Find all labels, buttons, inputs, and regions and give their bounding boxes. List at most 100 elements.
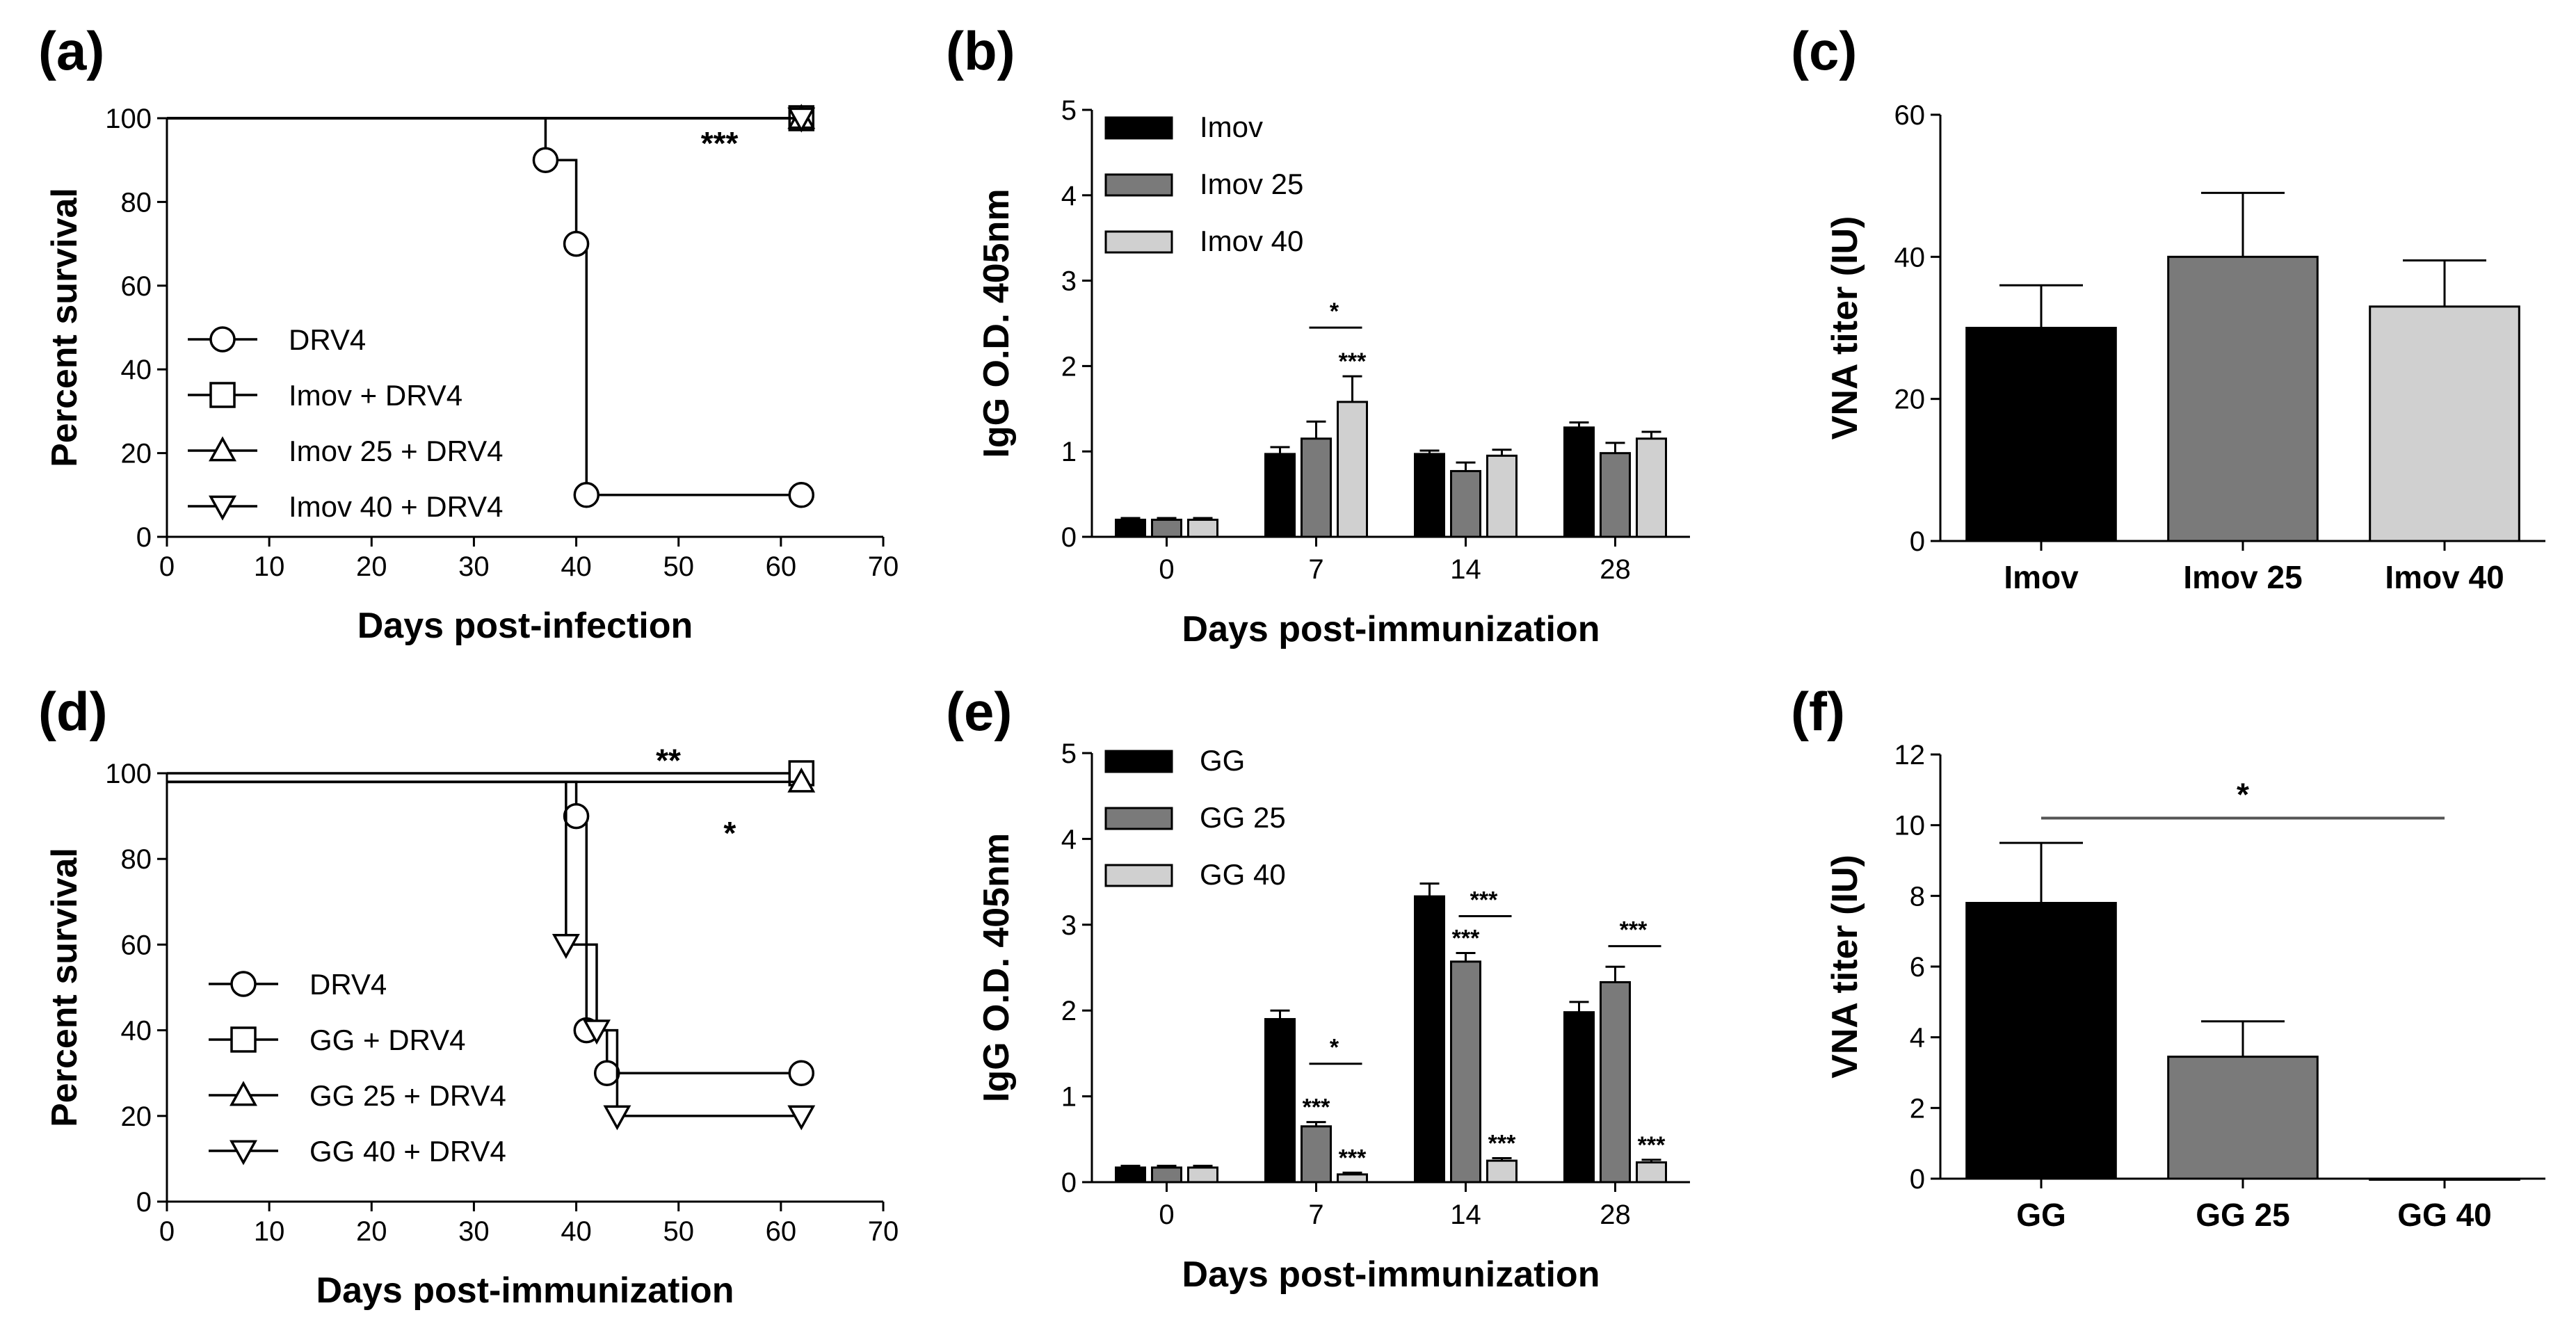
significance-label: *** xyxy=(1339,1145,1367,1171)
bar xyxy=(1563,426,1595,538)
circle-icon xyxy=(788,1060,815,1086)
triangle-up-icon xyxy=(787,767,816,793)
legend-swatch xyxy=(1104,230,1173,254)
bar xyxy=(1301,1125,1332,1184)
y-tick-label: 0 xyxy=(136,522,152,553)
y-tick-label: 40 xyxy=(121,1016,152,1047)
panel-label: (c) xyxy=(1791,20,1857,81)
legend-label: GG 40 xyxy=(1200,858,1286,891)
bar xyxy=(1115,1166,1146,1184)
legend-triangle-up-icon xyxy=(209,436,236,462)
y-tick-label: 20 xyxy=(121,1101,152,1132)
bar xyxy=(1301,437,1332,538)
legend-triangle-down-icon xyxy=(209,495,236,521)
legend-swatch xyxy=(1104,116,1173,140)
x-tick-label: 70 xyxy=(868,1216,899,1247)
panel-d: (d) 0 20 40 60 80 100 Percent survival 0 10 20 30 40… xyxy=(38,681,899,1311)
significance-label: * xyxy=(2237,777,2249,813)
y-tick-label: 40 xyxy=(121,355,152,385)
legend-label: DRV4 xyxy=(289,323,366,356)
y-axis-title: IgG O.D. 405nm xyxy=(976,188,1017,458)
x-tick-label: 0 xyxy=(1159,1200,1174,1230)
x-tick-label: 50 xyxy=(663,551,694,582)
legend-label: GG + DRV4 xyxy=(309,1024,465,1056)
category-label: Imov 40 xyxy=(2385,559,2504,595)
legend-triangle-up-icon xyxy=(230,1081,257,1106)
y-axis-title: Percent survival xyxy=(45,188,85,467)
y-tick-label: 4 xyxy=(1910,1023,1925,1053)
legend-label: Imov xyxy=(1200,111,1263,143)
y-tick-label: 2 xyxy=(1910,1093,1925,1124)
survival-line-drv4 xyxy=(167,780,802,1074)
x-tick-label: 30 xyxy=(458,551,490,582)
panel-label: (f) xyxy=(1791,681,1845,742)
bar xyxy=(2167,255,2319,542)
y-tick-label: 8 xyxy=(1910,881,1925,912)
y-tick-label: 20 xyxy=(1894,385,1926,415)
y-tick-label: 0 xyxy=(1910,526,1925,557)
significance-label: * xyxy=(1330,1035,1339,1061)
y-tick-label: 80 xyxy=(121,844,152,875)
y-tick-label: 12 xyxy=(1894,740,1926,770)
y-axis-title: IgG O.D. 405nm xyxy=(976,833,1017,1102)
circle-icon xyxy=(563,230,590,257)
x-tick-label: 40 xyxy=(561,1216,592,1247)
x-tick-label: 0 xyxy=(159,1216,175,1247)
legend-swatch xyxy=(1104,864,1173,887)
y-tick-label: 4 xyxy=(1061,824,1077,855)
survival-line-drv4 xyxy=(167,117,802,496)
legend-circle-icon xyxy=(209,326,236,353)
significance-label: *** xyxy=(701,125,739,161)
significance-label: *** xyxy=(1620,917,1648,944)
y-tick-label: 60 xyxy=(121,930,152,960)
bar xyxy=(1486,454,1518,538)
circle-icon xyxy=(573,482,600,508)
bar xyxy=(1187,518,1218,538)
legend-label: GG 25 xyxy=(1200,801,1286,834)
legend-swatch xyxy=(1104,173,1173,197)
x-axis-title: Days post-immunization xyxy=(1182,609,1600,649)
y-tick-label: 5 xyxy=(1061,95,1077,126)
category-label: GG xyxy=(2016,1197,2066,1233)
x-tick-label: 7 xyxy=(1308,1200,1323,1230)
x-axis-title: Days post-immunization xyxy=(1182,1254,1600,1295)
bar xyxy=(1414,453,1445,538)
panel-label: (e) xyxy=(946,681,1012,742)
category-label: Imov xyxy=(2004,559,2079,595)
x-tick-label: 28 xyxy=(1600,554,1631,585)
y-tick-label: 1 xyxy=(1061,437,1077,467)
bar xyxy=(1636,1161,1667,1184)
triangle-down-icon xyxy=(787,107,816,133)
bar xyxy=(1636,437,1667,538)
triangle-down-icon xyxy=(787,1105,816,1131)
x-tick-label: 20 xyxy=(356,551,387,582)
x-axis-title: Days post-infection xyxy=(357,606,693,646)
significance-label: * xyxy=(723,815,736,851)
category-label: GG 40 xyxy=(2397,1197,2492,1233)
bar xyxy=(1965,902,2117,1180)
bar xyxy=(1337,1173,1368,1184)
survival-line-gg-40-drv4 xyxy=(167,780,802,1117)
significance-label: ** xyxy=(656,743,681,779)
bar xyxy=(1450,469,1481,538)
bar xyxy=(2369,305,2520,542)
legend-swatch xyxy=(1104,750,1173,773)
y-tick-label: 3 xyxy=(1061,910,1077,941)
y-axis-title: VNA titer (IU) xyxy=(1825,855,1865,1079)
legend-square-icon xyxy=(209,382,236,408)
bar xyxy=(1151,518,1182,538)
legend-circle-icon xyxy=(230,971,257,997)
x-tick-label: 0 xyxy=(159,551,175,582)
y-tick-label: 0 xyxy=(1910,1164,1925,1195)
legend-label: Imov + DRV4 xyxy=(289,379,462,412)
bar xyxy=(1151,1166,1182,1184)
legend-label: GG 40 + DRV4 xyxy=(309,1135,506,1168)
legend-label: Imov 25 + DRV4 xyxy=(289,435,504,467)
y-tick-label: 10 xyxy=(1894,811,1926,841)
x-tick-label: 10 xyxy=(254,1216,285,1247)
bar xyxy=(1187,1166,1218,1184)
x-tick-label: 60 xyxy=(766,551,797,582)
panel-label: (a) xyxy=(38,20,104,81)
